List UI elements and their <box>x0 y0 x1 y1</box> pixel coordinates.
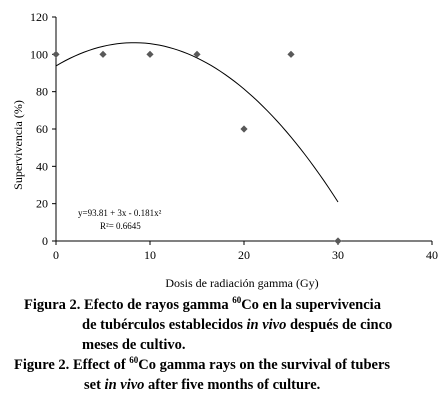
caption-en-text: set <box>84 377 105 393</box>
caption-en-line-2: set in vivo after five months of culture… <box>84 376 320 395</box>
caption-en-text: Effect of <box>69 357 130 373</box>
trendline-r2: R²= 0.6645 <box>100 221 141 231</box>
scatter-chart: 0 20 40 60 80 100 120 0 10 20 30 40 y=93.81 + 3x - … <box>11 10 438 290</box>
chart-ticks: 0 20 40 60 80 100 120 0 10 20 30 40 <box>30 10 438 262</box>
data-point <box>146 50 154 58</box>
caption-es-text: Co en la supervivencia <box>241 297 381 313</box>
caption-en-italic: in vivo <box>104 377 145 393</box>
y-tick-label: 100 <box>30 47 48 61</box>
caption-es-text: Efecto de rayos gamma <box>80 297 233 313</box>
caption-en-label: Figure 2. <box>14 357 70 373</box>
x-tick-label: 0 <box>53 248 59 262</box>
caption-es-line-2: de tubérculos establecidos in vivo despu… <box>82 316 392 335</box>
x-tick-label: 40 <box>426 248 438 262</box>
y-tick-label: 0 <box>42 234 48 248</box>
data-point <box>193 50 201 58</box>
caption-es-italic: in vivo <box>246 317 287 333</box>
y-tick-label: 80 <box>36 85 48 99</box>
x-axis-title: Dosis de radiación gamma (Gy) <box>165 276 318 290</box>
caption-es-text: meses de cultivo. <box>82 337 186 353</box>
trendline <box>55 42 339 203</box>
data-point <box>99 50 107 58</box>
caption-en-text: after five months of culture. <box>144 377 321 393</box>
caption-es-text: de tubérculos establecidos <box>82 317 247 333</box>
data-point <box>240 125 248 133</box>
trendline-equation: y=93.81 + 3x - 0.181x² <box>78 208 162 218</box>
y-tick-label: 120 <box>30 10 48 24</box>
data-points <box>52 50 342 245</box>
y-axis-title: Supervivencia (%) <box>11 100 25 190</box>
caption-en-text: Co gamma rays on the survival of tubers <box>138 357 391 373</box>
x-tick-label: 20 <box>238 248 250 262</box>
data-point <box>287 50 295 58</box>
caption-es-line-1: Figura 2. Efecto de rayos gamma 60Co en … <box>24 296 381 315</box>
caption-es-label: Figura 2. <box>24 297 81 313</box>
x-tick-label: 10 <box>144 248 156 262</box>
caption-es-line-3: meses de cultivo. <box>82 336 186 355</box>
data-point <box>334 237 342 245</box>
x-tick-label: 30 <box>332 248 344 262</box>
caption-es-superscript: 60 <box>232 295 242 306</box>
caption-en-line-1: Figure 2. Effect of 60Co gamma rays on t… <box>14 356 390 375</box>
y-tick-label: 20 <box>36 197 48 211</box>
caption-es-text: después de cinco <box>286 317 393 333</box>
y-tick-label: 60 <box>36 122 48 136</box>
y-tick-label: 40 <box>36 159 48 173</box>
data-point <box>52 50 60 58</box>
caption-en-superscript: 60 <box>129 355 139 366</box>
